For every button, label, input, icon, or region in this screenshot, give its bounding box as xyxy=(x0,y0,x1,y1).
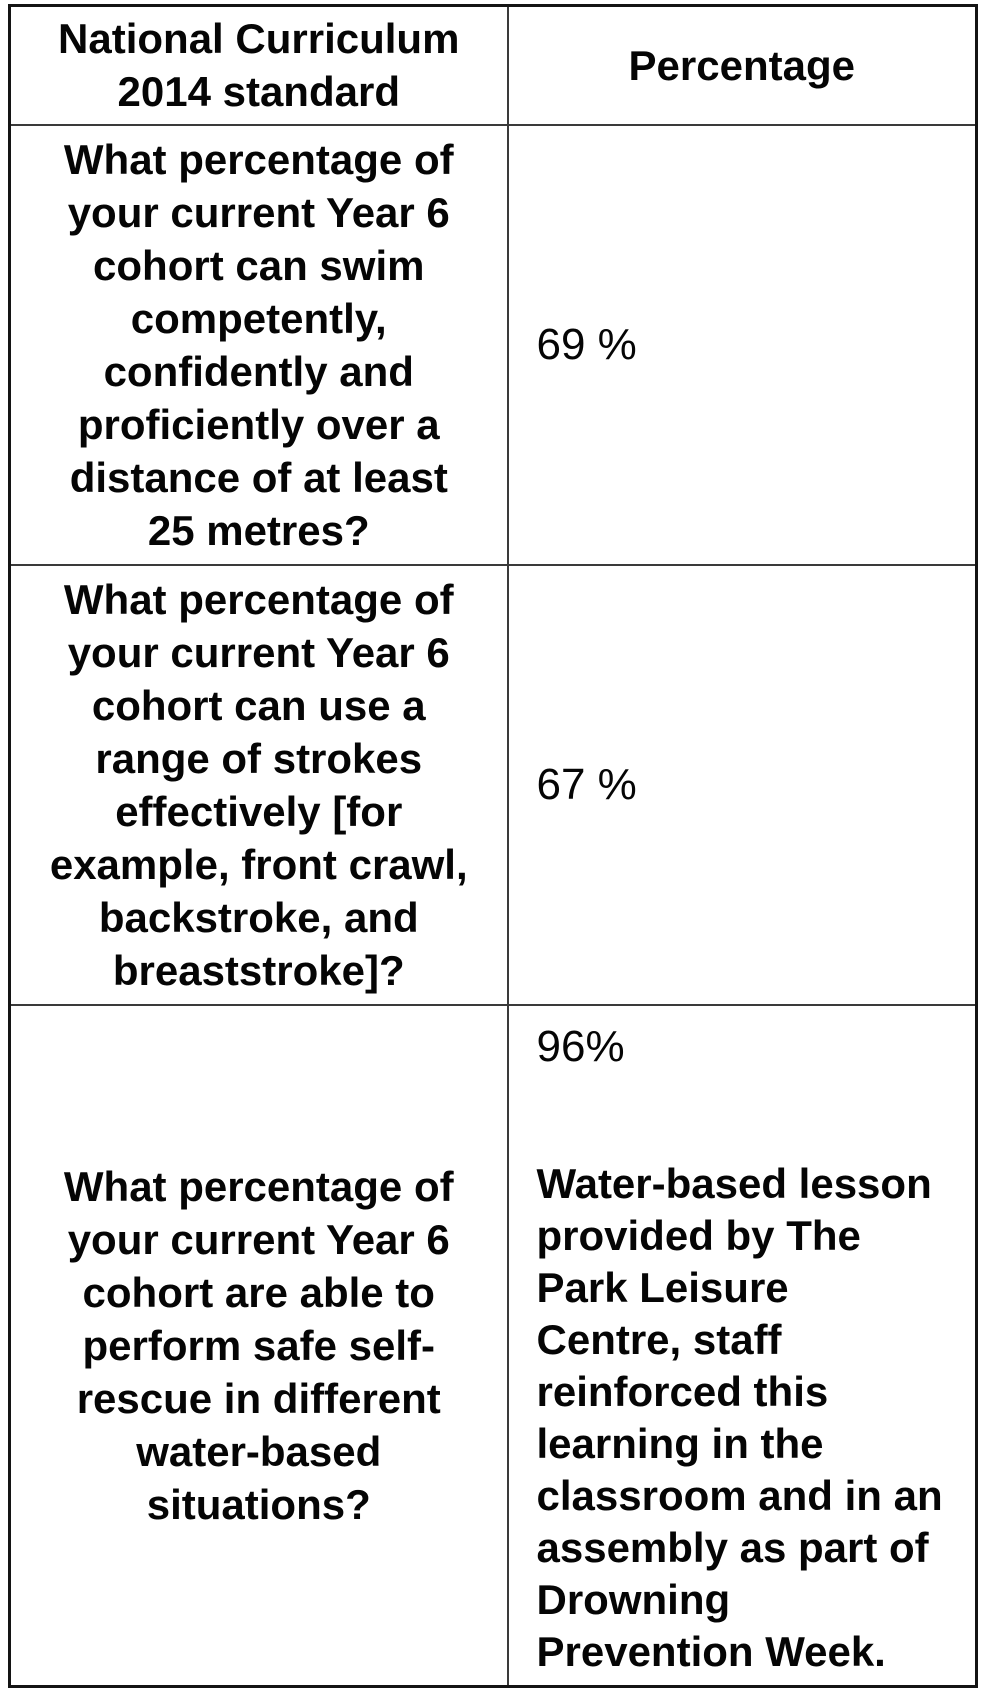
table-header-row: National Curriculum 2014 standard Percen… xyxy=(8,4,978,126)
standard-question-cell: What percentage of your current Year 6 c… xyxy=(8,1003,509,1688)
percentage-note: Water-based lesson provided by The Park … xyxy=(536,1159,943,1675)
table-row: What percentage of your current Year 6 c… xyxy=(8,1003,978,1688)
percentage-value: 96% xyxy=(536,1021,625,1071)
table-row: What percentage of your current Year 6 c… xyxy=(8,563,978,1006)
table-row: What percentage of your current Year 6 c… xyxy=(8,123,978,566)
column-header-standard: National Curriculum 2014 standard xyxy=(8,4,509,126)
percentage-value-cell: 67 % xyxy=(506,563,978,1006)
standard-question-cell: What percentage of your current Year 6 c… xyxy=(8,563,509,1006)
swimming-standards-table: National Curriculum 2014 standard Percen… xyxy=(8,4,978,1688)
page: National Curriculum 2014 standard Percen… xyxy=(8,4,978,1688)
standard-question-cell: What percentage of your current Year 6 c… xyxy=(8,123,509,566)
percentage-note-cell: 96% Water-based lesson provided by The P… xyxy=(506,1003,978,1688)
percentage-value-cell: 69 % xyxy=(506,123,978,566)
column-header-percentage: Percentage xyxy=(506,4,978,126)
